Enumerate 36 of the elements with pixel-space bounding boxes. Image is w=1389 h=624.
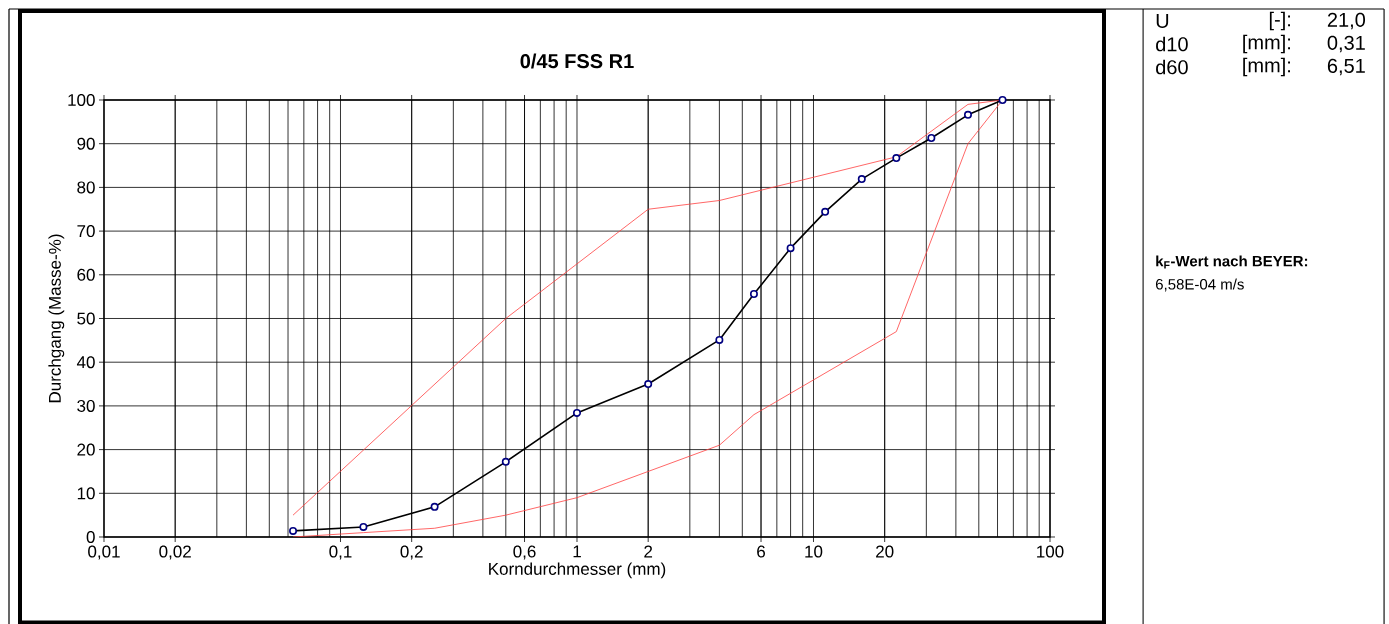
y-tick-label: 10 xyxy=(77,487,95,500)
text: 21,0 xyxy=(1327,12,1366,30)
y-tick-label: 0 xyxy=(86,530,95,544)
y-tick-label: 30 xyxy=(77,399,95,412)
x-tick-label: 6 xyxy=(757,545,766,558)
x-tick-label: 20 xyxy=(876,545,894,558)
x-tick-label: 0,2 xyxy=(400,545,423,560)
x-tick-label: 100 xyxy=(1037,545,1064,558)
y-tick-label: 70 xyxy=(77,225,95,238)
y-tick-label: 100 xyxy=(68,93,95,107)
text: [mm]: xyxy=(1243,34,1290,54)
y-tick-label: 60 xyxy=(77,268,95,281)
x-axis-title: Korndurchmesser (mm) xyxy=(489,562,666,579)
x-tick-label: 0,1 xyxy=(329,545,352,560)
text: 6,51 xyxy=(1327,58,1365,76)
text: 6,58E-04 m/s xyxy=(1155,278,1244,292)
y-tick-label: 50 xyxy=(77,312,95,325)
text: d10 xyxy=(1156,36,1188,52)
text: d60 xyxy=(1156,59,1188,75)
text: 0,31 xyxy=(1327,35,1365,53)
text: U xyxy=(1156,14,1169,28)
y-tick-label: 40 xyxy=(76,356,95,369)
chart-title: 0/45 FSS R1 xyxy=(520,53,634,69)
text: [mm]: xyxy=(1243,57,1290,77)
x-tick-label: 10 xyxy=(805,545,823,558)
text: k$_{F}$-Wert nach BEYER: xyxy=(1156,255,1308,269)
x-tick-label: 0,01 xyxy=(88,545,120,560)
text: [-]: xyxy=(1269,11,1290,31)
x-tick-label: 0,02 xyxy=(159,545,191,560)
x-tick-label: 2 xyxy=(644,545,653,558)
y-axis-title: Durchgang (Masse-%) xyxy=(48,234,65,403)
y-tick-label: 80 xyxy=(77,181,95,194)
x-tick-label: 1 xyxy=(573,545,581,558)
x-tick-label: 0,6 xyxy=(513,545,536,560)
y-tick-label: 20 xyxy=(77,443,95,456)
y-tick-label: 90 xyxy=(77,137,95,150)
